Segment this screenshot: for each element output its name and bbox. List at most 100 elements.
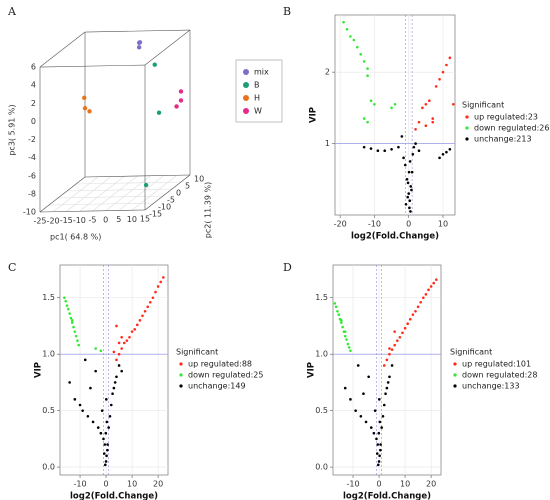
- point: [362, 117, 366, 120]
- x-tick-label: 10: [127, 480, 137, 489]
- point: [372, 431, 376, 435]
- legend-title: Significant: [450, 348, 492, 357]
- point: [427, 288, 430, 292]
- point: [349, 349, 352, 353]
- x-tick-label: -15: [60, 216, 73, 225]
- point: [345, 27, 349, 31]
- x-tick-label: -25: [33, 217, 46, 226]
- point: [379, 443, 382, 446]
- point: [406, 322, 409, 326]
- point: [359, 52, 363, 56]
- point: [364, 420, 368, 424]
- point: [414, 309, 417, 313]
- legend-marker: [243, 95, 249, 101]
- point: [376, 149, 380, 153]
- point: [408, 160, 412, 163]
- point: [441, 152, 445, 156]
- x-tick-label: 10: [127, 215, 137, 224]
- point: [117, 341, 121, 345]
- legend-label: unchange:149: [188, 382, 246, 391]
- point: [393, 343, 396, 347]
- point: [343, 386, 347, 390]
- point: [154, 290, 157, 294]
- point: [422, 296, 425, 300]
- x-tick-label: 5: [116, 215, 121, 224]
- legend-label: W: [254, 107, 262, 116]
- point: [99, 349, 103, 353]
- floor-grid: [79, 176, 125, 212]
- legend-marker: [465, 137, 469, 141]
- point: [343, 330, 347, 333]
- point: [63, 296, 66, 300]
- point: [438, 156, 441, 160]
- legend-label: up regulated:101: [462, 360, 531, 369]
- point: [354, 409, 357, 412]
- z-tick-label: 4: [31, 81, 36, 90]
- plot-area: [59, 264, 169, 476]
- point: [137, 40, 143, 45]
- floor-grid: [105, 175, 151, 211]
- point: [410, 170, 414, 174]
- point: [434, 85, 438, 88]
- point: [136, 45, 142, 50]
- box-edge: [84, 29, 191, 33]
- x-axis-title: log2(Fold.Change): [70, 492, 158, 500]
- legend-marker: [453, 362, 457, 366]
- point: [96, 426, 100, 429]
- y-tick-label: 1: [325, 139, 330, 148]
- legend-title: Significant: [176, 348, 218, 357]
- point: [432, 281, 436, 285]
- point: [334, 305, 338, 309]
- floor-grid: [66, 188, 173, 192]
- x-tick-label: 10: [438, 220, 448, 229]
- point: [78, 403, 82, 407]
- point: [117, 364, 121, 367]
- point: [388, 375, 391, 379]
- point: [362, 60, 366, 63]
- point: [448, 56, 452, 60]
- point: [336, 309, 339, 313]
- point: [340, 319, 343, 322]
- legend-marker: [453, 373, 457, 377]
- point: [106, 443, 109, 446]
- point: [409, 185, 413, 188]
- point: [346, 342, 350, 346]
- x-tick-label: 0: [103, 215, 108, 224]
- point: [102, 452, 106, 455]
- point: [397, 145, 400, 149]
- point: [73, 330, 77, 333]
- floor-grid: [131, 175, 178, 211]
- y-axis-title: pc2( 11.39 %): [204, 182, 213, 238]
- floor-grid: [92, 175, 138, 212]
- point: [111, 392, 114, 396]
- point: [349, 35, 352, 38]
- point: [103, 443, 107, 446]
- point: [403, 326, 407, 330]
- point: [333, 302, 337, 305]
- point: [417, 149, 421, 153]
- point: [128, 335, 131, 339]
- point: [105, 420, 109, 424]
- point: [94, 347, 97, 350]
- point: [72, 325, 75, 329]
- legend-label: down regulated:26: [474, 124, 549, 133]
- box-edge: [144, 174, 191, 211]
- z-tick-label: -8: [28, 189, 36, 198]
- legend-label: mix: [254, 68, 269, 77]
- point: [130, 330, 134, 333]
- point: [337, 313, 341, 316]
- point: [431, 117, 435, 120]
- z-tick-label: 0: [31, 117, 36, 126]
- point: [441, 70, 445, 74]
- panel-label: D: [283, 261, 292, 274]
- point: [112, 350, 116, 354]
- point: [378, 420, 382, 424]
- point: [100, 409, 104, 412]
- point: [414, 142, 417, 145]
- point: [390, 348, 394, 351]
- point: [117, 352, 121, 356]
- point: [67, 307, 70, 311]
- x-tick-label: 10: [400, 480, 410, 489]
- point: [424, 293, 428, 296]
- point: [445, 63, 448, 67]
